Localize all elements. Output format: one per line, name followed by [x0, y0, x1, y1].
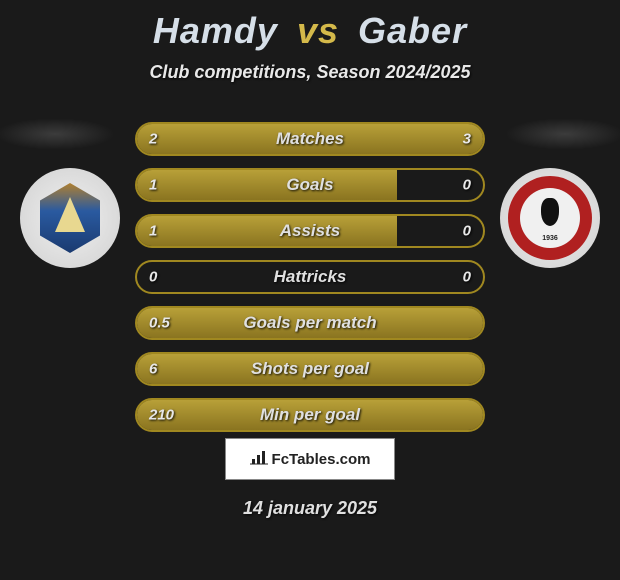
site-logo[interactable]: FcTables.com: [225, 438, 395, 480]
footer-date: 14 january 2025: [0, 498, 620, 519]
bar-fill-right: [275, 124, 483, 154]
stat-row: 0 0Hattricks: [135, 260, 485, 294]
stat-value-right: 0: [463, 177, 471, 194]
subtitle: Club competitions, Season 2024/2025: [0, 62, 620, 83]
shadow-left: [0, 118, 115, 150]
stat-value-left: 0: [149, 269, 157, 286]
ghazl-crest-icon: 1936: [508, 176, 592, 260]
team-logo-left: [20, 168, 120, 268]
stat-value-right: 0: [463, 269, 471, 286]
player2-name: Gaber: [358, 10, 467, 51]
chart-icon: [250, 449, 268, 470]
stat-value-right: 0: [463, 223, 471, 240]
stat-row: 10Goals: [135, 168, 485, 202]
player1-name: Hamdy: [153, 10, 278, 51]
stat-row: 10Assists: [135, 214, 485, 248]
stat-label: Hattricks: [137, 267, 483, 287]
bar-fill-left: [137, 170, 397, 200]
stat-row: 23Matches: [135, 122, 485, 156]
bar-fill-left: [137, 124, 275, 154]
stats-bars: 23Matches10Goals10Assists00Hattricks0.5G…: [135, 122, 485, 444]
ghazl-crest-inner: 1936: [520, 188, 580, 248]
bar-fill-left: [137, 216, 397, 246]
vs-text: vs: [297, 10, 339, 51]
site-name: FcTables.com: [272, 451, 371, 468]
pyramids-crest-icon: [40, 183, 100, 253]
bar-fill-left: [137, 400, 483, 430]
stat-row: 210Min per goal: [135, 398, 485, 432]
bar-fill-left: [137, 308, 483, 338]
page-title: Hamdy vs Gaber: [0, 0, 620, 52]
team-logo-right: 1936: [500, 168, 600, 268]
shadow-right: [505, 118, 620, 150]
stat-row: 6Shots per goal: [135, 352, 485, 386]
bar-fill-left: [137, 354, 483, 384]
stat-row: 0.5Goals per match: [135, 306, 485, 340]
